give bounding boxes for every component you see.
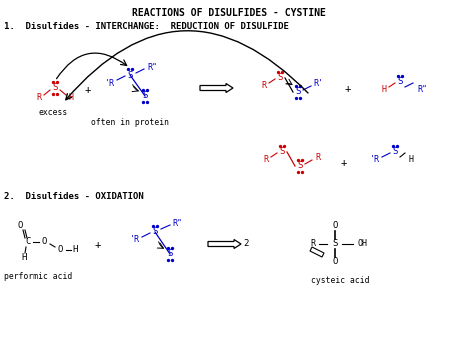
Text: O: O — [332, 257, 338, 266]
Text: excess: excess — [39, 108, 67, 117]
Text: R: R — [37, 94, 41, 102]
Text: S: S — [295, 87, 301, 96]
Text: R': R' — [313, 80, 323, 89]
Text: S: S — [297, 161, 302, 171]
Text: S: S — [280, 147, 285, 156]
Text: +: + — [85, 85, 91, 95]
Text: H: H — [381, 85, 386, 95]
Text: 1.  Disulfides - INTERCHANGE:  REDUCTION OF DISULFIDE: 1. Disulfides - INTERCHANGE: REDUCTION O… — [4, 22, 289, 31]
Text: performic acid: performic acid — [4, 272, 72, 281]
FancyArrow shape — [200, 84, 233, 92]
Text: 'R: 'R — [105, 79, 115, 87]
Text: R": R" — [417, 85, 427, 95]
Text: O: O — [17, 221, 22, 231]
Text: +: + — [95, 240, 101, 250]
Text: S: S — [397, 77, 403, 86]
Text: S: S — [127, 70, 133, 80]
Text: REACTIONS OF DISULFIDES - CYSTINE: REACTIONS OF DISULFIDES - CYSTINE — [132, 8, 326, 18]
FancyArrow shape — [208, 240, 241, 248]
Text: R: R — [310, 240, 315, 248]
Text: H: H — [409, 156, 414, 165]
Text: R": R" — [147, 62, 157, 71]
Text: often in protein: often in protein — [91, 118, 169, 127]
Text: S: S — [142, 91, 148, 101]
Text: H: H — [68, 94, 73, 102]
Text: 'R: 'R — [370, 156, 380, 165]
Text: R: R — [263, 156, 269, 165]
Text: +: + — [341, 158, 347, 168]
Text: 2: 2 — [243, 240, 248, 248]
Text: S: S — [392, 147, 397, 156]
Text: S: S — [277, 74, 283, 82]
Text: H: H — [21, 253, 27, 262]
Text: R": R" — [172, 220, 182, 228]
Text: R: R — [262, 81, 267, 91]
Text: 'R: 'R — [130, 236, 140, 245]
Text: C: C — [25, 237, 31, 246]
Text: S: S — [332, 240, 338, 248]
Text: cysteic acid: cysteic acid — [311, 276, 369, 285]
Text: OH: OH — [357, 240, 367, 248]
Text: R: R — [315, 154, 320, 162]
Text: 2.  Disulfides - OXIDATION: 2. Disulfides - OXIDATION — [4, 192, 144, 201]
Text: S: S — [168, 250, 173, 258]
Text: S: S — [152, 227, 158, 236]
Text: O: O — [332, 221, 338, 231]
Text: H: H — [73, 246, 78, 255]
Text: O: O — [57, 246, 63, 255]
Text: O: O — [41, 237, 47, 246]
Text: +: + — [345, 84, 351, 94]
Text: S: S — [52, 84, 58, 92]
